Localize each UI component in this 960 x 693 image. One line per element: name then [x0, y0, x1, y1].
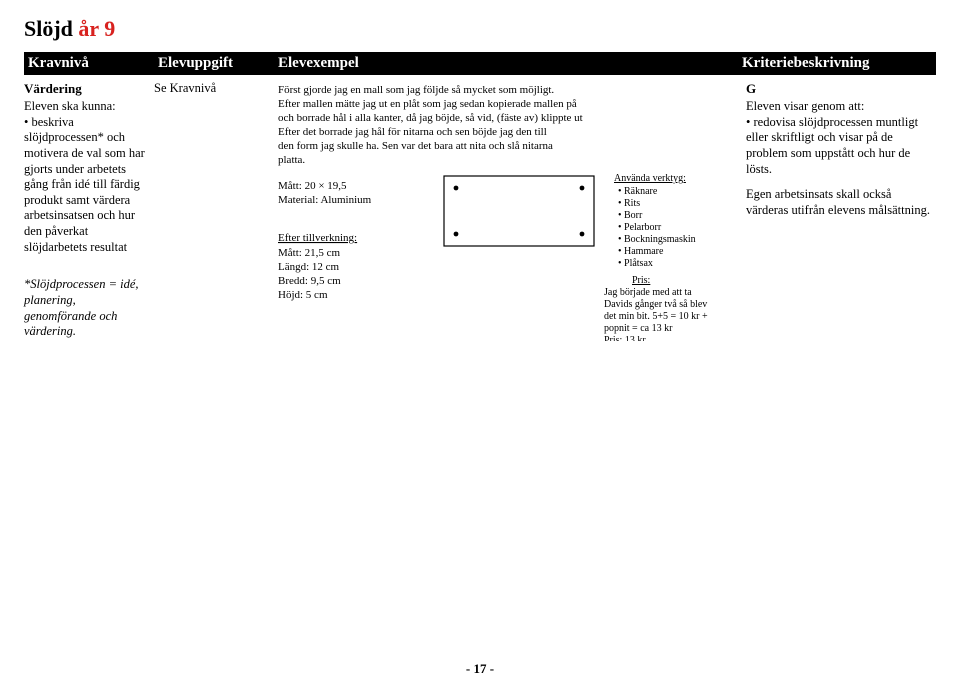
price-line-1: Davids gånger två så blev	[604, 299, 707, 310]
elevuppgift-text: Se Kravnivå	[154, 81, 216, 95]
shape-rect	[444, 176, 594, 246]
after-line-0: Mått: 21,5 cm	[278, 247, 340, 259]
tool-4: • Bockningsmaskin	[618, 234, 696, 245]
hand-line-2: och borrade hål i alla kanter, då jag bö…	[278, 112, 583, 124]
after-line-2: Bredd: 9,5 cm	[278, 275, 341, 287]
header-col-elevexempel: Elevexempel	[278, 55, 742, 72]
hand-line-1: Efter mallen mätte jag ut en plåt som ja…	[278, 98, 577, 110]
col-kriteriebeskrivning: G Eleven visar genom att: • redovisa slö…	[746, 81, 936, 218]
material-label: Material: Aluminium	[278, 194, 372, 206]
col-elevuppgift: Se Kravnivå	[154, 81, 274, 97]
kriterie-para2: Egen arbetsinsats skall också värderas u…	[746, 187, 936, 218]
rivet-dot-3	[580, 232, 585, 237]
after-line-1: Längd: 12 cm	[278, 261, 340, 273]
header-col-elevuppgift: Elevuppgift	[158, 55, 278, 72]
tool-3: • Pelarborr	[618, 222, 662, 233]
price-line-3: popnit = ca 13 kr	[604, 323, 673, 334]
price-line-2: det min bit. 5+5 = 10 kr +	[604, 311, 708, 322]
page-number: - 17 -	[24, 661, 936, 677]
header-col-kriteriebeskrivning: Kriteriebeskrivning	[742, 55, 932, 72]
rivet-dot-1	[580, 186, 585, 191]
kravniva-bullet: • beskriva slöjdprocessen* och motivera …	[24, 115, 146, 256]
kravniva-intro: Eleven ska kunna:	[24, 99, 146, 115]
page-title: Slöjd år 9	[24, 16, 936, 42]
price-final: Pris: 13 kr	[604, 335, 646, 341]
handwritten-example: Först gjorde jag en mall som jag följde …	[274, 81, 734, 341]
title-year: år 9	[78, 16, 115, 41]
after-line-3: Höjd: 5 cm	[278, 289, 328, 301]
content-row: Värdering Eleven ska kunna: • beskriva s…	[24, 75, 936, 341]
kriterie-bullet: • redovisa slöjdprocessen muntligt eller…	[746, 115, 936, 178]
table-header: Kravnivå Elevuppgift Elevexempel Kriteri…	[24, 52, 936, 75]
after-label: Efter tillverkning:	[278, 232, 357, 244]
price-line-0: Jag började med att ta	[604, 287, 692, 298]
col-elevexempel: Först gjorde jag en mall som jag följde …	[274, 81, 746, 341]
hand-line-0: Först gjorde jag en mall som jag följde …	[278, 84, 554, 96]
tool-6: • Plåtsax	[618, 258, 653, 269]
kriterie-intro: Eleven visar genom att:	[746, 99, 936, 115]
header-col-kravniva: Kravnivå	[28, 55, 158, 72]
hand-line-5: platta.	[278, 154, 305, 166]
tool-1: • Rits	[618, 198, 640, 209]
hand-line-4: den form jag skulle ha. Sen var det bara…	[278, 140, 553, 152]
rivet-dot-2	[454, 232, 459, 237]
title-prefix: Slöjd	[24, 16, 78, 41]
matt-label: Mått: 20 × 19,5	[278, 180, 347, 192]
slojdprocess-note: *Slöjdprocessen = idé, planering, genomf…	[24, 277, 146, 340]
tool-2: • Borr	[618, 210, 643, 221]
grade-g: G	[746, 81, 936, 97]
col-kravniva: Värdering Eleven ska kunna: • beskriva s…	[24, 81, 154, 340]
price-label: Pris:	[632, 275, 650, 286]
rivet-dot-0	[454, 186, 459, 191]
hand-line-3: Efter det borrade jag hål för nitarna oc…	[278, 126, 547, 138]
tool-5: • Hammare	[618, 246, 664, 257]
tool-0: • Räknare	[618, 186, 658, 197]
tools-label: Använda verktyg:	[614, 173, 686, 184]
vardering-heading: Värdering	[24, 81, 146, 97]
